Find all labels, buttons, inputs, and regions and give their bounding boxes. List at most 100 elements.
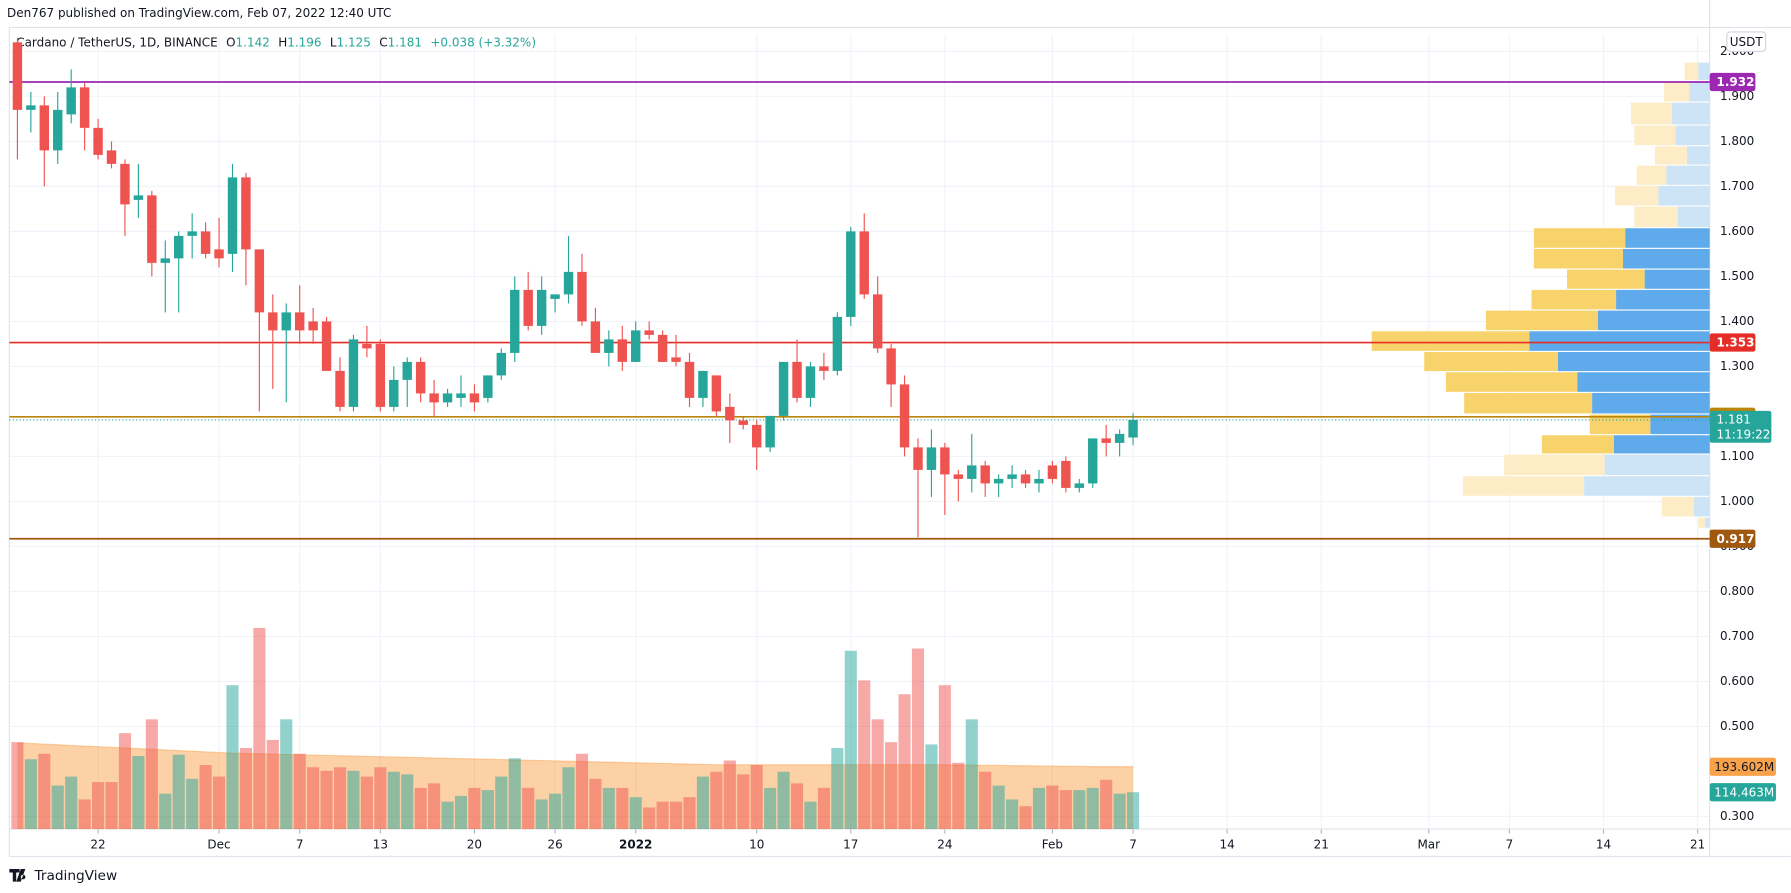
candle-body <box>402 361 412 380</box>
volume-ma-tag <box>1709 757 1776 776</box>
candle-body <box>953 474 964 479</box>
y-tick-label: 1.600 <box>1720 224 1754 238</box>
volume-bar <box>871 719 884 830</box>
volume-bar <box>817 787 830 830</box>
profile-down <box>1630 102 1673 125</box>
profile-down <box>1566 269 1645 289</box>
volume-bar <box>1127 792 1140 830</box>
profile-down <box>1636 165 1667 185</box>
volume-tag-label: 114.463M <box>1714 785 1774 799</box>
candle-body <box>778 361 789 416</box>
profile-up <box>1584 476 1710 496</box>
volume-bar <box>938 685 951 830</box>
candle-body <box>899 384 910 448</box>
volume-bar <box>159 793 172 830</box>
profile-down <box>1684 62 1699 80</box>
publisher-line: Den767 published on TradingView.com, Feb… <box>7 6 391 20</box>
candle-body <box>980 465 990 484</box>
level-tag-label: 1.932 <box>1717 75 1755 89</box>
volume-bar <box>239 747 252 830</box>
volume-bar <box>535 799 548 830</box>
volume-bar <box>992 785 1005 830</box>
volume-bar <box>481 790 494 830</box>
y-tick-label: 0.600 <box>1720 674 1754 688</box>
candle-body <box>846 231 856 317</box>
candle-body <box>1034 478 1044 484</box>
volume-bar <box>414 787 427 830</box>
volume-bar <box>925 744 938 830</box>
volume-bar <box>24 759 37 830</box>
volume-bar <box>804 801 817 830</box>
profile-down <box>1371 331 1530 351</box>
x-tick-label: 7 <box>1506 838 1514 852</box>
ohlc-value: 1.142 <box>236 35 270 49</box>
candle-body <box>1061 460 1071 488</box>
candle-body <box>671 357 681 362</box>
level-tag <box>1709 333 1756 352</box>
volume-bar <box>212 776 226 830</box>
candle-body <box>1020 474 1031 484</box>
profile-up <box>1672 102 1710 125</box>
profile-up <box>1693 496 1710 517</box>
volume-bar <box>253 627 266 830</box>
profile-up <box>1625 228 1710 248</box>
volume-bar <box>441 801 454 830</box>
ohlc-value: 1.181 <box>388 35 422 49</box>
volume-bar <box>105 782 118 830</box>
volume-bar <box>145 719 158 830</box>
candle-body <box>913 447 923 470</box>
candle-body <box>644 330 654 335</box>
candle-body <box>294 312 305 331</box>
volume-bar <box>1100 779 1113 830</box>
profile-down <box>1698 517 1706 528</box>
candle-body <box>1114 433 1125 443</box>
volume-bar <box>454 795 468 830</box>
profile-up <box>1616 289 1710 310</box>
candle-body <box>483 375 493 398</box>
volume-bar <box>723 760 736 830</box>
volume-bar <box>132 756 145 830</box>
volume-bar <box>1046 785 1059 830</box>
profile-down <box>1504 454 1605 476</box>
candle-body <box>590 321 601 353</box>
y-tick-label: 0.700 <box>1720 629 1754 643</box>
x-tick-label: 7 <box>296 838 304 852</box>
volume-bar <box>78 799 91 830</box>
volume-bar <box>1032 787 1046 830</box>
x-tick-label: Mar <box>1417 838 1440 852</box>
x-tick-label: 20 <box>467 838 482 852</box>
volume-bar <box>226 685 239 830</box>
profile-up <box>1644 269 1710 289</box>
candle-body <box>39 105 50 151</box>
candle-body <box>819 366 829 371</box>
candle-body <box>698 370 708 398</box>
profile-down <box>1531 289 1617 310</box>
candle-body <box>711 375 722 412</box>
candle-body <box>415 361 426 394</box>
y-tick-label: 1.300 <box>1720 359 1754 373</box>
y-tick-label: 0.300 <box>1720 809 1754 823</box>
y-tick-label: 1.700 <box>1720 179 1754 193</box>
profile-up <box>1597 310 1710 331</box>
volume-tag <box>1709 783 1776 802</box>
volume-bar <box>374 767 387 830</box>
volume-bar <box>522 787 535 830</box>
volume-bar <box>562 767 575 830</box>
volume-bar <box>293 753 306 830</box>
volume-bar <box>965 719 978 830</box>
candle-body <box>174 235 184 259</box>
y-tick-label: 0.500 <box>1720 719 1754 733</box>
legend: Cardano / TetherUS, 1D, BINANCE O1.142 H… <box>16 35 536 49</box>
volume-bar <box>333 767 347 830</box>
profile-down <box>1533 248 1623 269</box>
profile-up <box>1557 351 1710 372</box>
profile-up <box>1677 206 1710 228</box>
profile-down <box>1634 125 1676 146</box>
y-tick-label: 1.800 <box>1720 134 1754 148</box>
countdown: 11:19:22 <box>1717 427 1771 441</box>
candle-body <box>550 294 560 299</box>
x-tick-label: 2022 <box>619 838 652 852</box>
y-tick-label: 1.000 <box>1720 494 1754 508</box>
footer-brand: TradingView <box>33 868 117 884</box>
volume-bar <box>616 787 629 830</box>
